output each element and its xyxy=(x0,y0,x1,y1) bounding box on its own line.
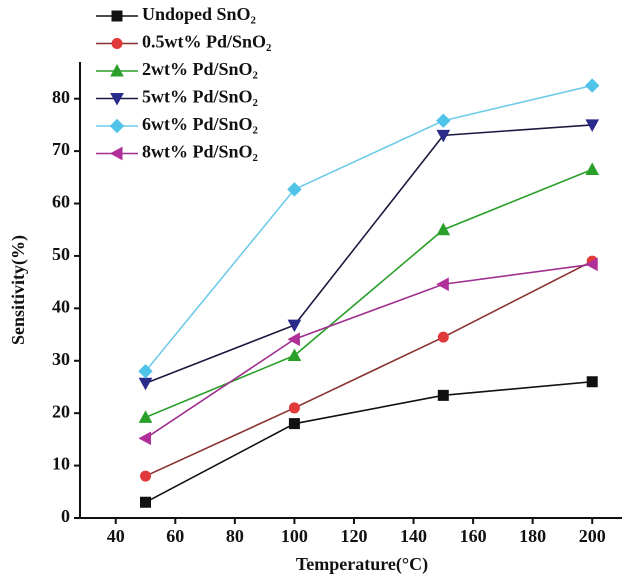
x-tick-label: 120 xyxy=(340,526,367,546)
y-tick-label: 30 xyxy=(52,349,70,369)
point xyxy=(138,364,153,379)
x-tick-label: 100 xyxy=(281,526,308,546)
x-tick-label: 60 xyxy=(166,526,184,546)
series-line xyxy=(145,124,593,385)
series-line xyxy=(145,380,593,503)
y-tick-label: 60 xyxy=(52,192,70,212)
point xyxy=(140,496,152,508)
x-axis-label: Temperature(°C) xyxy=(296,554,428,575)
series-line xyxy=(144,84,593,372)
y-tick-label: 50 xyxy=(52,244,70,264)
x-tick-label: 160 xyxy=(460,526,487,546)
legend-label: 8wt% Pd/SnO₂ xyxy=(142,142,258,162)
series-line xyxy=(145,260,593,477)
point xyxy=(586,376,598,388)
point xyxy=(585,257,598,272)
y-tick-label: 80 xyxy=(52,87,70,107)
point xyxy=(437,331,449,343)
legend-marker xyxy=(109,118,125,134)
y-tick-label: 10 xyxy=(52,454,70,474)
point xyxy=(585,78,600,93)
legend-label: 6wt% Pd/SnO₂ xyxy=(142,114,258,134)
legend-label: 2wt% Pd/SnO₂ xyxy=(142,59,258,79)
point xyxy=(436,113,451,128)
x-tick-label: 80 xyxy=(226,526,244,546)
point xyxy=(287,348,302,362)
point xyxy=(288,418,300,430)
legend-marker xyxy=(111,10,123,22)
series-line xyxy=(145,168,593,419)
y-tick-label: 40 xyxy=(52,296,70,316)
point xyxy=(585,162,600,175)
point xyxy=(288,402,300,414)
point xyxy=(436,277,449,292)
point xyxy=(138,431,152,446)
legend-marker xyxy=(111,38,123,49)
point xyxy=(585,119,600,132)
legend-marker xyxy=(110,93,124,106)
point xyxy=(138,410,153,423)
point xyxy=(437,389,449,401)
y-tick-label: 70 xyxy=(52,139,70,159)
legend-label: 0.5wt% Pd/SnO₂ xyxy=(142,32,271,52)
x-tick-label: 40 xyxy=(107,526,125,546)
legend-marker xyxy=(109,146,123,161)
point xyxy=(140,470,152,482)
y-axis-label: Sensitivity(%) xyxy=(8,235,29,345)
point xyxy=(287,319,302,333)
x-tick-label: 140 xyxy=(400,526,427,546)
y-tick-label: 0 xyxy=(61,506,70,526)
legend-label: Undoped SnO₂ xyxy=(142,4,256,24)
legend-marker xyxy=(110,63,124,77)
point xyxy=(436,129,451,143)
point xyxy=(138,377,153,391)
point xyxy=(287,332,300,347)
point xyxy=(436,222,451,236)
x-tick-label: 180 xyxy=(519,526,546,546)
point xyxy=(287,182,302,197)
legend-label: 5wt% Pd/SnO₂ xyxy=(142,87,258,107)
y-tick-label: 20 xyxy=(52,401,70,421)
series-line xyxy=(145,263,593,439)
x-tick-label: 200 xyxy=(579,526,606,546)
